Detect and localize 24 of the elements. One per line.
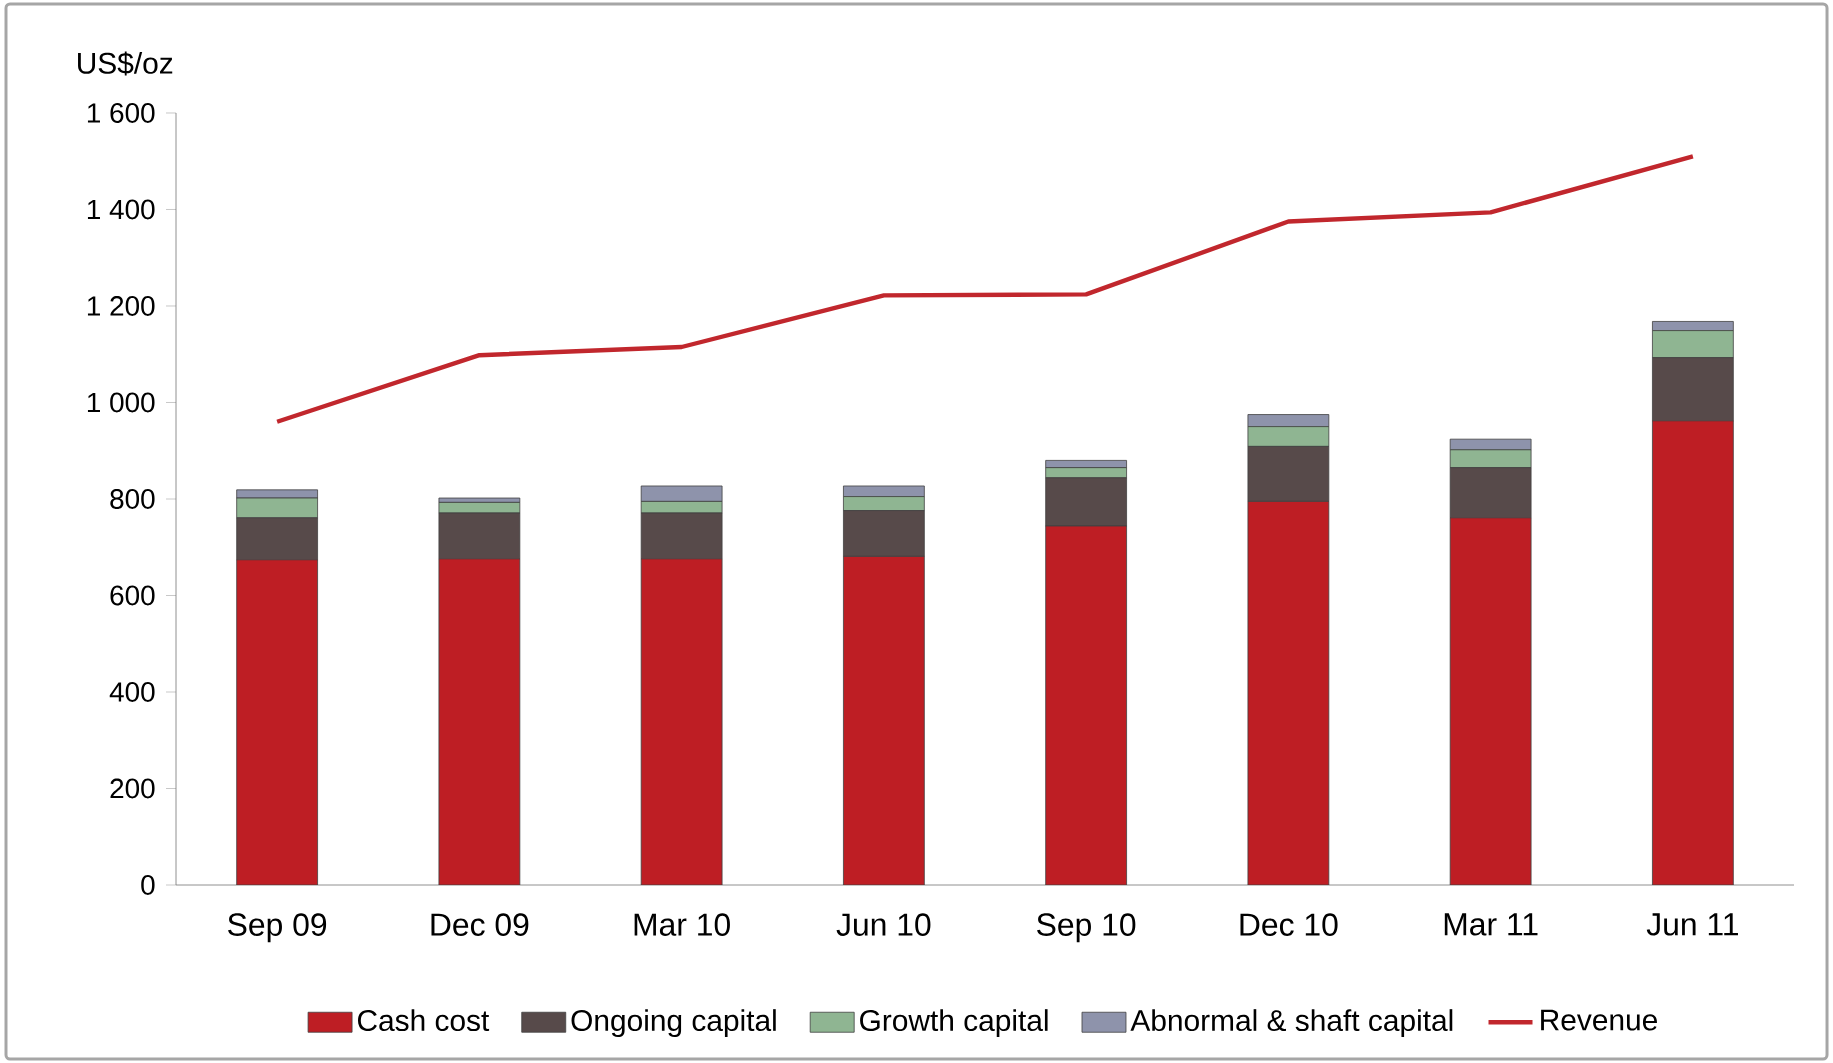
y-tick-label: 800 (110, 489, 155, 509)
legend-label: Revenue (1541, 1009, 1657, 1031)
legend-label: Ongoing capital (571, 1009, 776, 1038)
x-tick-label: Jun 10 (836, 913, 931, 936)
x-tick-label: Jun 11 (1646, 913, 1738, 936)
x-tick-label: Dec 09 (431, 913, 529, 936)
y-tick-label: 1 400 (87, 199, 155, 220)
y-tick-label: 1 000 (87, 392, 155, 413)
y-tick-label: 1 200 (87, 296, 155, 316)
x-tick-label: Sep 09 (228, 913, 327, 943)
legend-label: Cash cost (357, 1009, 490, 1032)
legend-label: Abnormal & shaft capital (1130, 1009, 1453, 1038)
x-tick-label: Mar 10 (634, 913, 730, 936)
y-axis-title: US$/oz (78, 51, 173, 76)
y-tick-label: 200 (110, 778, 155, 799)
y-tick-label: 400 (109, 682, 155, 702)
y-tick-label: 600 (110, 585, 155, 606)
x-tick-label: Sep 10 (1037, 913, 1136, 943)
y-tick-label: 1 600 (87, 103, 155, 123)
x-tick-label: Dec 10 (1240, 913, 1338, 936)
x-tick-label: Mar 11 (1444, 913, 1538, 936)
legend-label: Growth capital (860, 1009, 1048, 1038)
line-series (274, 154, 1696, 424)
y-tick-label: 0 (141, 875, 155, 895)
